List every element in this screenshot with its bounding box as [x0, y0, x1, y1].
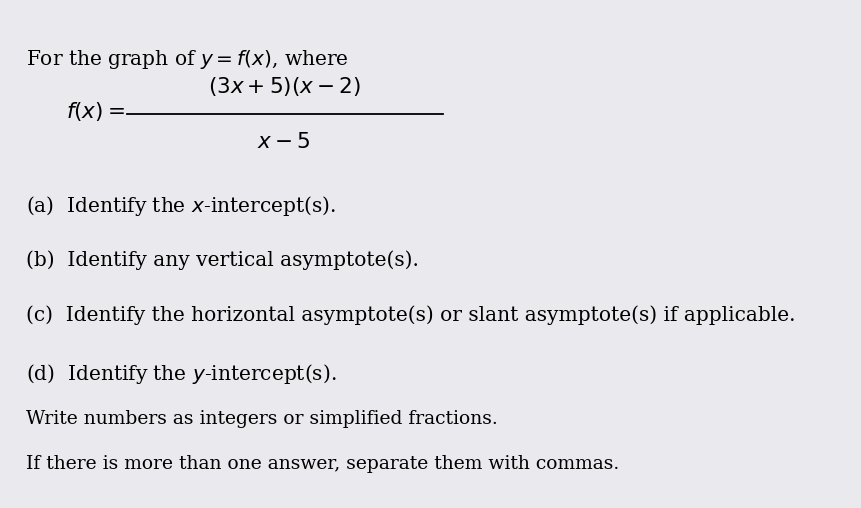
Text: For the graph of $y=f(x)$, where: For the graph of $y=f(x)$, where — [26, 48, 349, 71]
Text: (b)  Identify any vertical asymptote(s).: (b) Identify any vertical asymptote(s). — [26, 250, 418, 270]
Text: (a)  Identify the $x$-intercept(s).: (a) Identify the $x$-intercept(s). — [26, 194, 336, 218]
Text: $(3x+5)(x-2)$: $(3x+5)(x-2)$ — [208, 75, 361, 98]
Text: (c)  Identify the horizontal asymptote(s) or slant asymptote(s) if applicable.: (c) Identify the horizontal asymptote(s)… — [26, 306, 796, 326]
Text: (d)  Identify the $y$-intercept(s).: (d) Identify the $y$-intercept(s). — [26, 362, 337, 386]
Text: If there is more than one answer, separate them with commas.: If there is more than one answer, separa… — [26, 455, 619, 472]
Text: Write numbers as integers or simplified fractions.: Write numbers as integers or simplified … — [26, 410, 498, 428]
Text: $x-5$: $x-5$ — [257, 131, 311, 153]
Text: $f(x)=$: $f(x)=$ — [65, 100, 125, 123]
